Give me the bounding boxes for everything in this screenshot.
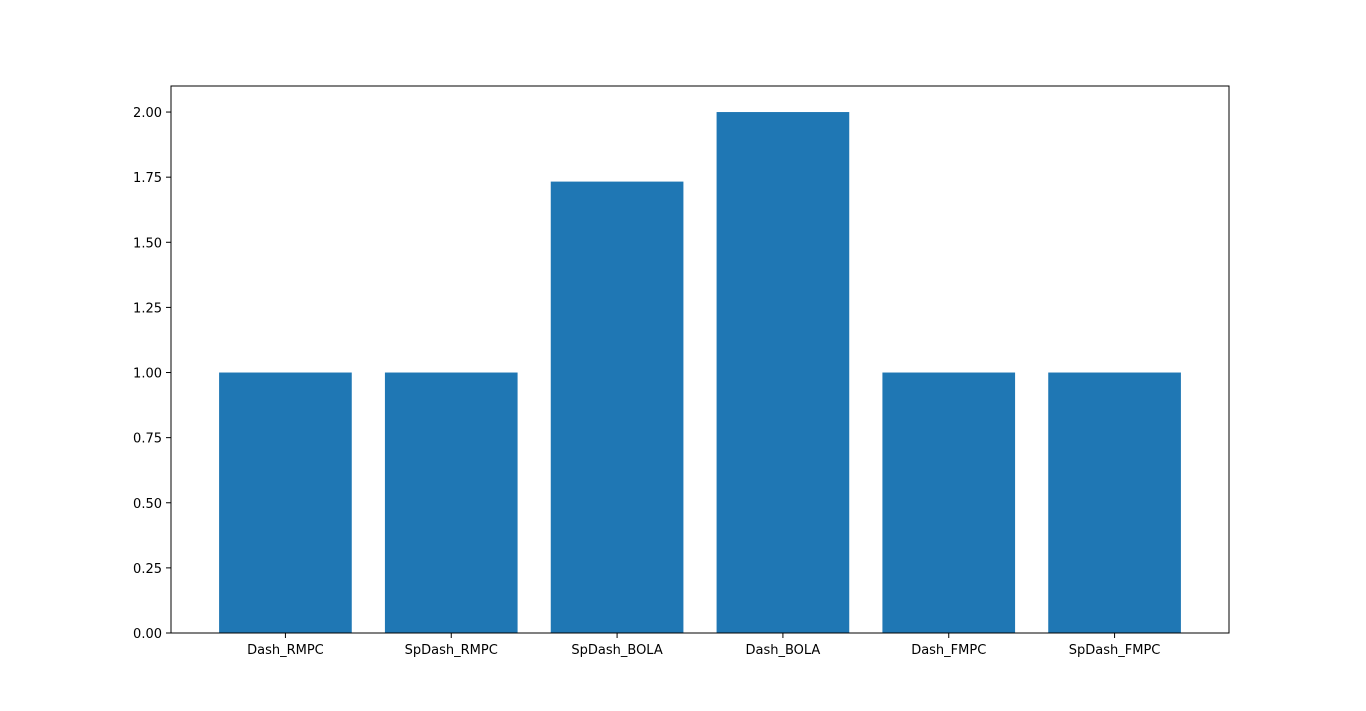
y-tick-label: 0.50 bbox=[133, 497, 162, 512]
bar-spdash-fmpc bbox=[1048, 373, 1181, 633]
y-tick-label: 1.25 bbox=[133, 301, 162, 316]
x-tick-label: SpDash_RMPC bbox=[405, 643, 498, 658]
y-tick-label: 2.00 bbox=[133, 106, 162, 121]
bar-dash-fmpc bbox=[882, 373, 1015, 633]
x-tick-label: Dash_BOLA bbox=[745, 643, 820, 658]
y-tick-label: 1.00 bbox=[133, 367, 162, 382]
x-tick-label: SpDash_BOLA bbox=[571, 643, 662, 658]
y-tick-label: 0.25 bbox=[133, 562, 162, 577]
x-tick-label: Dash_RMPC bbox=[247, 643, 324, 658]
bar-spdash-bola bbox=[551, 182, 684, 633]
y-tick-label: 1.50 bbox=[133, 236, 162, 251]
y-tick-label: 0.75 bbox=[133, 432, 162, 447]
x-tick-label: Dash_FMPC bbox=[911, 643, 986, 658]
y-tick-label: 0.00 bbox=[133, 627, 162, 642]
x-tick-label: SpDash_FMPC bbox=[1069, 643, 1161, 658]
bar-spdash-rmpc bbox=[385, 373, 518, 633]
bar-dash-bola bbox=[717, 112, 850, 633]
y-tick-label: 1.75 bbox=[133, 171, 162, 186]
bar-dash-rmpc bbox=[219, 373, 352, 633]
